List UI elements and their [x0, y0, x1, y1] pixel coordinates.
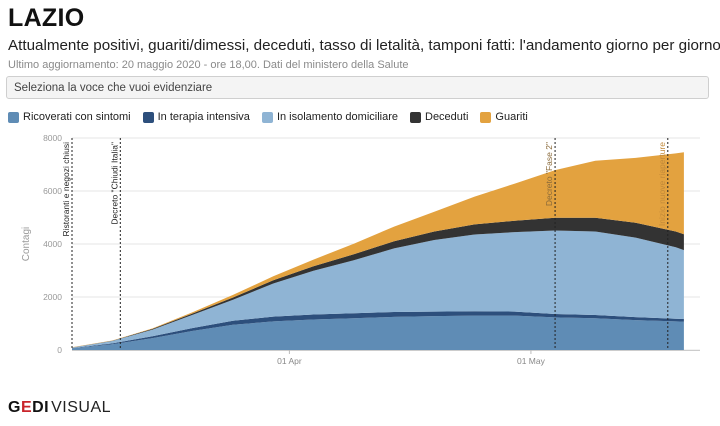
page-subtitle: Attualmente positivi, guariti/dimessi, d…: [8, 37, 720, 54]
highlight-selector-placeholder: Seleziona la voce che vuoi evidenziare: [14, 82, 213, 94]
y-tick-label: 4000: [43, 239, 62, 249]
legend-swatch: [261, 111, 273, 123]
series-area: [72, 217, 684, 348]
y-tick-label: 6000: [43, 186, 62, 196]
legend-label: Guariti: [495, 111, 528, 123]
annotation-label: Ristoranti e negozi chiusi: [61, 142, 71, 237]
legend-label: Ricoverati con sintomi: [23, 111, 131, 123]
legend-label: In terapia intensiva: [157, 111, 250, 123]
highlight-selector[interactable]: Seleziona la voce che vuoi evidenziare: [6, 76, 709, 99]
series-area: [72, 152, 684, 348]
y-tick-label: 2000: [43, 292, 62, 302]
y-tick-label: 8000: [43, 133, 62, 143]
x-tick-label: 01 Apr: [277, 356, 302, 366]
series-area: [72, 230, 684, 349]
gedi-visual-logo: GEDI VISUAL: [8, 399, 112, 416]
y-axis-label: Contagi: [21, 227, 32, 261]
series-area: [72, 315, 684, 350]
last-updated-text: Ultimo aggiornamento: 20 maggio 2020 - o…: [8, 59, 409, 71]
legend-item-ricoverati[interactable]: Ricoverati con sintomi: [8, 111, 131, 123]
legend-swatch: [142, 111, 154, 123]
legend-item-terapia-intensiva[interactable]: In terapia intensiva: [142, 111, 250, 123]
legend-swatch: [480, 111, 492, 123]
chart-legend: Ricoverati con sintomi In terapia intens…: [8, 110, 540, 124]
legend-swatch: [8, 111, 19, 123]
legend-label: Deceduti: [425, 111, 469, 123]
legend-item-deceduti[interactable]: Deceduti: [410, 111, 468, 123]
legend-swatch: [410, 111, 421, 123]
x-tick-label: 01 May: [517, 356, 546, 366]
legend-label: In isolamento domiciliare: [276, 111, 398, 123]
annotation-label: Decreto "Fase 2": [544, 142, 554, 206]
annotation-label: Decreto "Chiudi Italia": [109, 142, 119, 225]
stacked-area-chart: 0 2000 4000 6000 8000 Contagi 01 Apr 01 May Rist…: [21, 133, 700, 366]
legend-item-guariti[interactable]: Guariti: [480, 111, 528, 123]
legend-item-isolamento[interactable]: In isolamento domiciliare: [261, 111, 398, 123]
annotation-label: Inizio nuove riaperture: [657, 142, 667, 226]
series-area: [72, 311, 684, 349]
page-title: LAZIO: [8, 4, 85, 32]
y-tick-label: 0: [57, 345, 62, 355]
